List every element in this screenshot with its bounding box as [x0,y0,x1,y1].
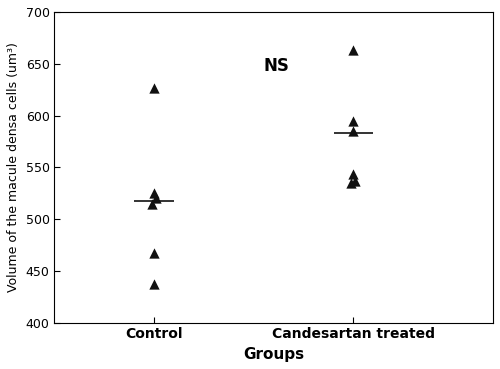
Point [352,178,360,184]
Point [350,128,358,134]
Point [350,47,358,53]
Point [150,282,158,287]
Point [150,190,158,196]
Point [150,85,158,90]
Point [152,196,160,201]
Y-axis label: Volume of the macule densa cells (um³): Volume of the macule densa cells (um³) [7,42,20,292]
Point [348,180,356,186]
Point [350,170,358,176]
X-axis label: Groups: Groups [243,347,304,362]
Point [148,201,156,207]
Text: NS: NS [264,57,289,75]
Point [350,118,358,124]
Point [150,250,158,256]
